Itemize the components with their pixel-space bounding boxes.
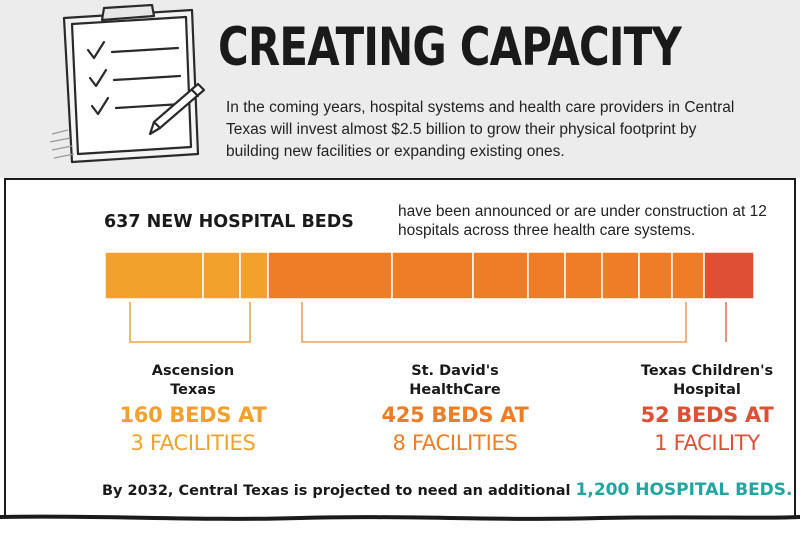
- projection-note: By 2032, Central Texas is projected to n…: [102, 480, 793, 500]
- facility-segment: [638, 251, 673, 300]
- facility-segment: [104, 251, 204, 300]
- st-davids-name-line1: St. David's: [411, 363, 499, 379]
- facility-segment: [391, 251, 474, 300]
- intro-paragraph: In the coming years, hospital systems an…: [226, 99, 735, 160]
- st-davids-name-line2: HealthCare: [409, 382, 501, 398]
- ascension-bracket: [129, 302, 251, 343]
- ascension-name-line2: Texas: [170, 382, 216, 398]
- st-davids-facilities: 8 FACILITIES: [392, 431, 518, 455]
- facility-segment: [671, 251, 705, 300]
- total-beds-description: have been announced or are under constru…: [398, 203, 767, 239]
- facility-segment: [267, 251, 393, 300]
- ascension-facilities: 3 FACILITIES: [130, 431, 256, 455]
- texas-childrens-beds: 52 BEDS AT: [640, 403, 774, 427]
- ascension-beds: 160 BEDS AT: [119, 403, 267, 427]
- facility-segment: [472, 251, 529, 300]
- page-title: CREATING CAPACITY: [218, 17, 682, 78]
- texas-childrens-name-line1: Texas Children's: [640, 363, 774, 379]
- facility-segment: [202, 251, 241, 300]
- projection-highlight: 1,200 HOSPITAL BEDS.: [575, 480, 793, 500]
- content-panel: [4, 178, 796, 516]
- facility-segment: [601, 251, 640, 300]
- facility-segment: [527, 251, 566, 300]
- facility-segment: [564, 251, 603, 300]
- texas-childrens-facilities: 1 FACILITY: [654, 431, 760, 455]
- rough-bottom-border: [0, 514, 800, 521]
- total-beds-headline: 637 NEW HOSPITAL BEDS: [104, 212, 354, 232]
- ascension-group: Ascension Texas 160 BEDS AT 3 FACILITIES: [108, 362, 278, 456]
- texas-childrens-name-line2: Hospital: [673, 382, 741, 398]
- facility-segment: [703, 251, 755, 300]
- projection-text: By 2032, Central Texas is projected to n…: [102, 483, 571, 499]
- facility-bar: [104, 251, 755, 343]
- ascension-name-line1: Ascension: [151, 363, 235, 379]
- st-davids-group: St. David's HealthCare 425 BEDS AT 8 FAC…: [370, 362, 540, 456]
- facility-segment: [239, 251, 269, 300]
- st-davids-beds: 425 BEDS AT: [381, 403, 529, 427]
- clipboard-checklist-pencil-icon: [49, 4, 206, 164]
- texas-childrens-group: Texas Children's Hospital 52 BEDS AT 1 F…: [626, 362, 788, 456]
- st-davids-bracket: [301, 302, 687, 343]
